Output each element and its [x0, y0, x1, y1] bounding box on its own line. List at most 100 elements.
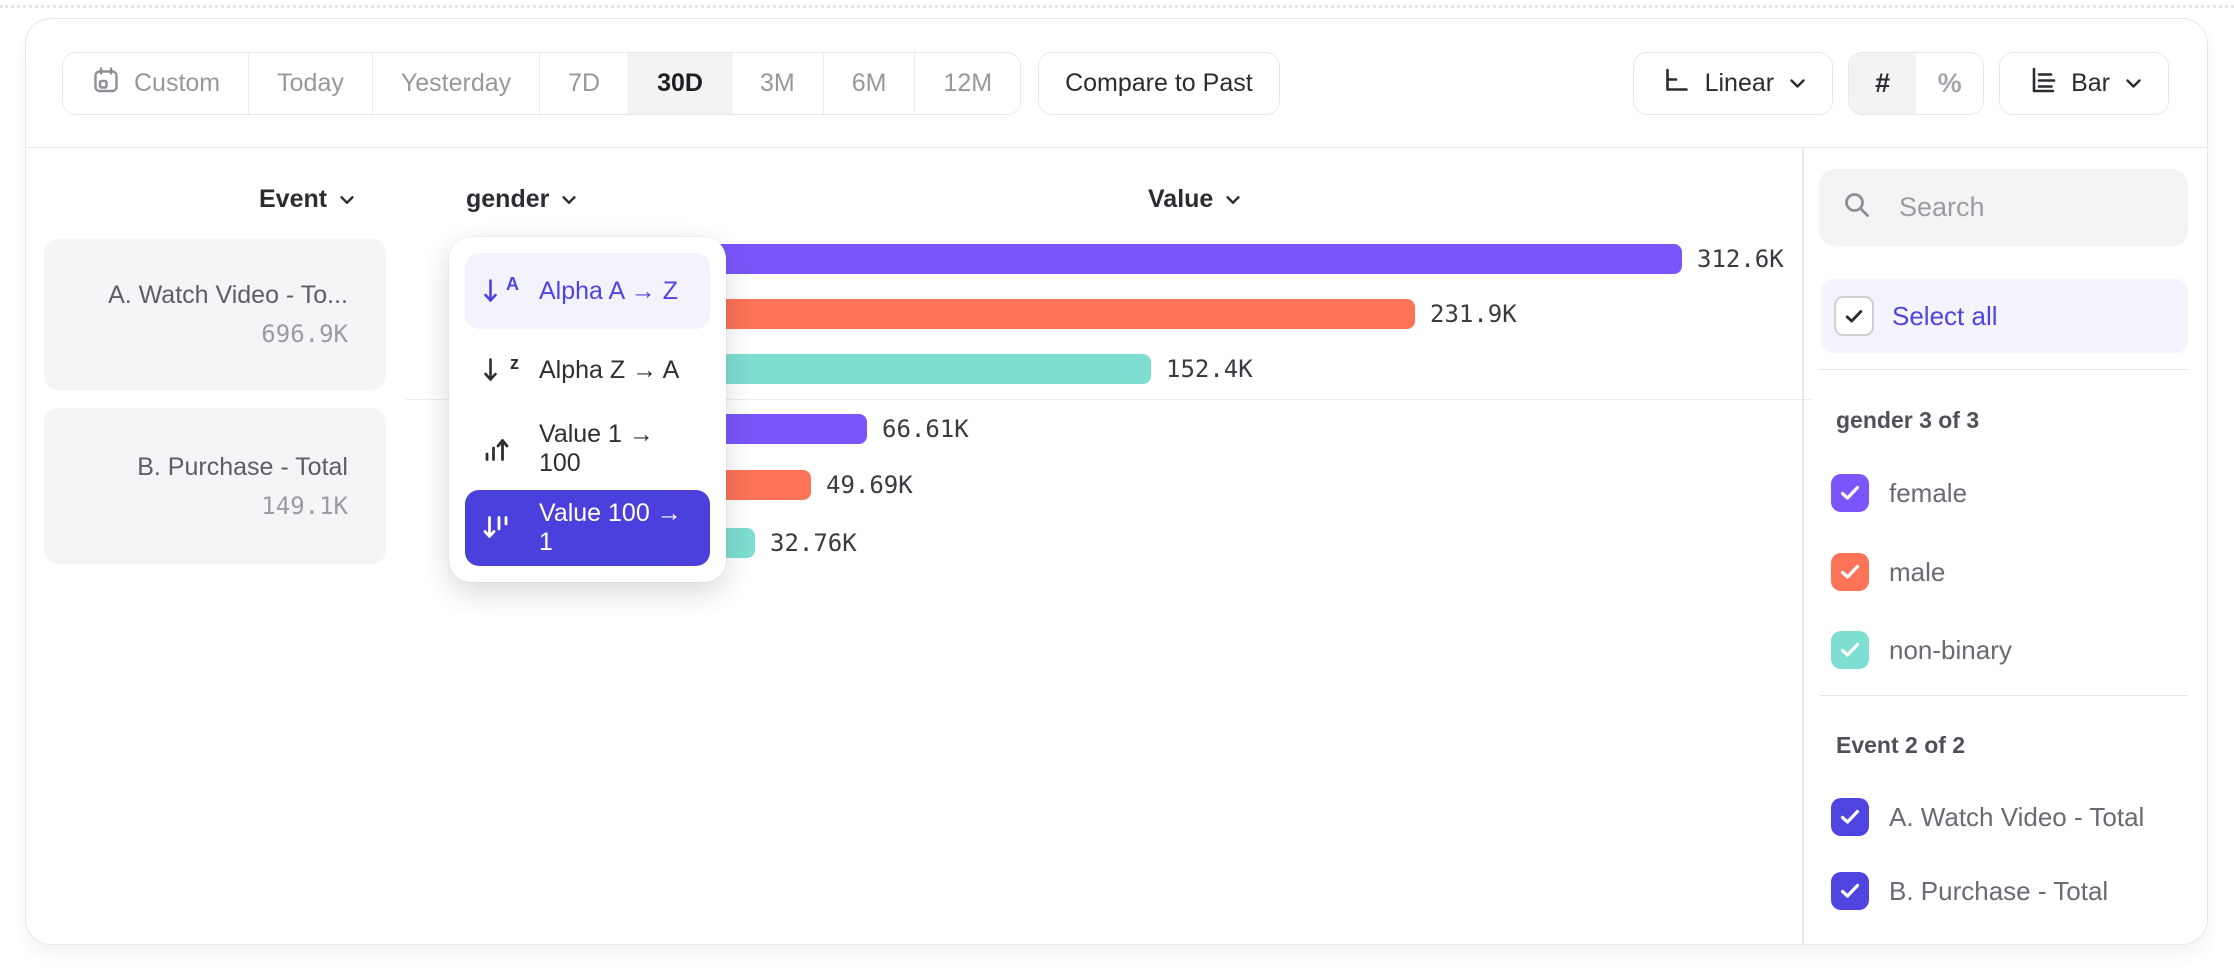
bar-value-label: 231.9K: [1430, 300, 1517, 328]
chart-type-label: Bar: [2071, 68, 2110, 97]
filter-item-label: A. Watch Video - Total: [1889, 801, 2145, 832]
date-range-label: 7D: [568, 68, 601, 97]
chevron-down-icon: [340, 195, 354, 204]
filter-item-male[interactable]: male: [1831, 553, 1945, 591]
event-card-name: A. Watch Video - To...: [108, 281, 348, 309]
alpha-desc-icon: z: [483, 354, 521, 385]
compare-to-past-button[interactable]: Compare to Past: [1038, 51, 1280, 115]
date-range-12m[interactable]: 12M: [915, 52, 1021, 114]
event-card-watch-video[interactable]: A. Watch Video - To... 696.9K: [44, 239, 386, 390]
event-column-header[interactable]: Event: [259, 185, 355, 214]
toolbar-right: Linear # % Bar: [1632, 51, 2169, 115]
checkbox-checked-icon[interactable]: [1831, 631, 1869, 669]
select-all-row[interactable]: Select all: [1821, 279, 2188, 353]
value-desc-icon: [483, 513, 521, 543]
alpha-asc-icon: A: [483, 275, 521, 306]
window-top-divider: [0, 5, 2234, 8]
date-range-label: Custom: [134, 68, 221, 97]
filter-item-non-binary[interactable]: non-binary: [1831, 631, 2012, 669]
event-card-purchase[interactable]: B. Purchase - Total 149.1K: [44, 408, 386, 564]
value-asc-icon: [483, 434, 521, 464]
filter-item-label: B. Purchase - Total: [1889, 875, 2109, 906]
group-separator: [406, 399, 1811, 400]
bar-non-binary-watch-video[interactable]: [647, 354, 1151, 384]
chevron-down-icon: [1790, 78, 1805, 88]
date-range-6m[interactable]: 6M: [823, 52, 916, 114]
report-body: Event gender Value A. Watch Video - To..…: [26, 147, 2207, 944]
filter-item-label: male: [1889, 556, 1946, 587]
hash-icon: #: [1875, 67, 1891, 98]
report-card: Custom Today Yesterday 7D 30D 3M 6M 12M Compare…: [25, 18, 2208, 945]
date-range-label: Yesterday: [400, 68, 512, 97]
filter-item-b-purchase-total[interactable]: B. Purchase - Total: [1831, 872, 2108, 910]
scale-dropdown-label: Linear: [1704, 68, 1775, 97]
date-range-3m[interactable]: 3M: [731, 52, 824, 114]
bar-male-watch-video[interactable]: [647, 299, 1415, 329]
calendar-icon: [91, 65, 121, 102]
filter-section-title: Event 2 of 2: [1836, 732, 1966, 758]
date-range-label: 30D: [657, 68, 703, 97]
sort-option-alpha-asc[interactable]: A Alpha A → Z: [465, 253, 710, 329]
sort-option-label: Value 100 → 1: [539, 499, 682, 556]
sort-option-alpha-desc[interactable]: z Alpha Z → A: [465, 332, 710, 408]
filter-item-label: non-binary: [1889, 634, 2012, 665]
bar-value-label: 66.61K: [882, 415, 969, 443]
date-range-control: Custom Today Yesterday 7D 30D 3M 6M 12M: [62, 51, 1022, 115]
date-range-yesterday[interactable]: Yesterday: [372, 52, 541, 114]
search-icon: [1841, 189, 1873, 226]
filter-item-female[interactable]: female: [1831, 474, 1967, 512]
date-range-label: 12M: [943, 68, 993, 97]
bar-value-label: 49.69K: [826, 471, 913, 499]
sort-option-label: Alpha Z → A: [539, 355, 680, 384]
sort-option-value-desc[interactable]: Value 100 → 1: [465, 490, 710, 566]
scale-dropdown[interactable]: Linear: [1632, 51, 1834, 115]
compare-to-past-label: Compare to Past: [1065, 68, 1253, 97]
bar-value-label: 32.76K: [770, 529, 857, 557]
percent-values-toggle[interactable]: %: [1916, 52, 1984, 114]
sort-option-value-asc[interactable]: Value 1 → 100: [465, 411, 710, 487]
value-column-label: Value: [1148, 185, 1214, 213]
percent-icon: %: [1937, 67, 1962, 98]
breakdown-column-header[interactable]: gender: [466, 185, 577, 214]
select-all-label: Select all: [1892, 300, 1998, 331]
bar-female-watch-video[interactable]: [647, 244, 1682, 274]
date-range-label: 3M: [759, 68, 795, 97]
breakdown-column-label: gender: [466, 185, 550, 213]
event-column-label: Event: [259, 185, 328, 213]
bar-chart-icon: [2026, 65, 2056, 102]
checkbox-checked-icon[interactable]: [1831, 474, 1869, 512]
value-format-toggle: # %: [1848, 51, 1985, 115]
sidebar-section-divider: [1819, 369, 2188, 370]
date-range-30d[interactable]: 30D: [629, 52, 732, 114]
chart-type-dropdown[interactable]: Bar: [1999, 51, 2169, 115]
filter-item-label: female: [1889, 477, 1968, 508]
checkbox-checked-icon[interactable]: [1831, 798, 1869, 836]
event-card-value: 696.9K: [261, 320, 348, 348]
select-all-checkbox[interactable]: [1834, 296, 1874, 336]
date-range-7d[interactable]: 7D: [540, 52, 630, 114]
event-card-name: B. Purchase - Total: [137, 452, 348, 481]
sort-option-label: Alpha A → Z: [539, 276, 678, 305]
filter-item-a-watch-video-total[interactable]: A. Watch Video - Total: [1831, 798, 2144, 836]
sidebar-search: [1819, 169, 2188, 246]
sort-option-label: Value 1 → 100: [539, 420, 654, 477]
toolbar: Custom Today Yesterday 7D 30D 3M 6M 12M Compare…: [26, 19, 2207, 147]
sidebar-section-divider: [1819, 695, 2188, 696]
chevron-down-icon: [562, 195, 576, 204]
search-input[interactable]: [1897, 191, 2166, 224]
date-range-custom[interactable]: Custom: [63, 52, 250, 114]
bar-value-label: 312.6K: [1697, 245, 1784, 273]
checkbox-checked-icon[interactable]: [1831, 553, 1869, 591]
linear-axis-icon: [1660, 65, 1690, 102]
filter-section-title: gender 3 of 3: [1836, 407, 1980, 433]
event-card-value: 149.1K: [261, 491, 348, 520]
bar-value-label: 152.4K: [1166, 355, 1253, 383]
checkbox-checked-icon[interactable]: [1831, 872, 1869, 910]
date-range-label: Today: [277, 68, 344, 97]
sidebar-divider: [1802, 148, 1804, 944]
date-range-label: 6M: [851, 68, 887, 97]
date-range-today[interactable]: Today: [249, 52, 373, 114]
absolute-values-toggle[interactable]: #: [1849, 52, 1917, 114]
value-column-header[interactable]: Value: [1148, 185, 1241, 214]
